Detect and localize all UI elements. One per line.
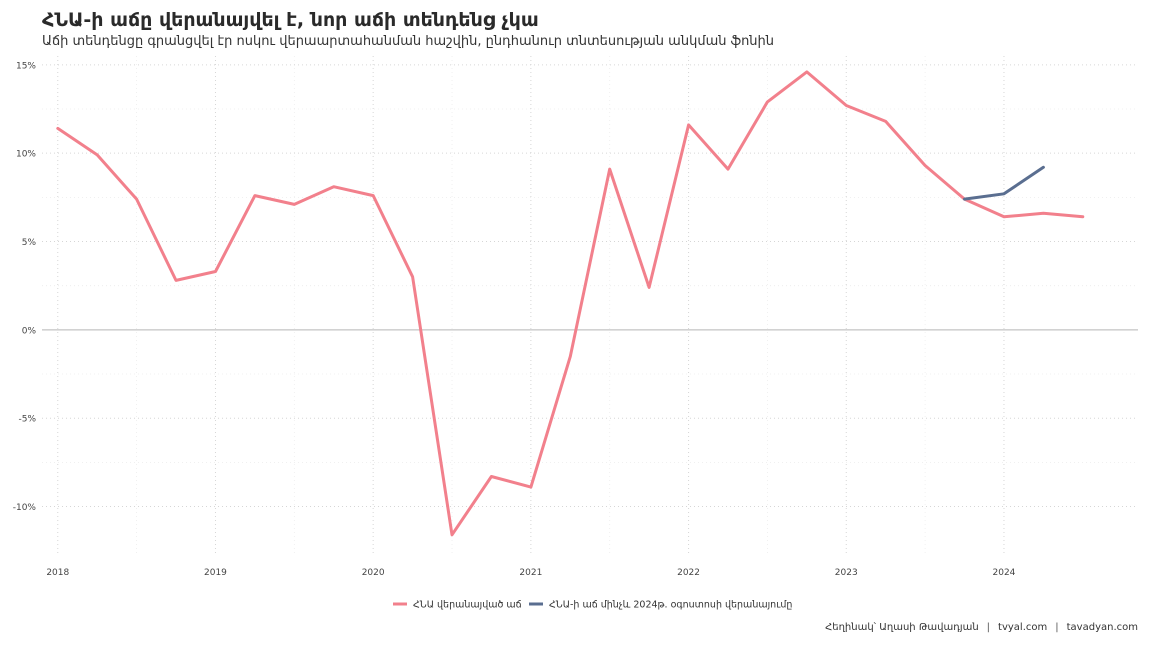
chart-subtitle: Աճի տենդենցը գրանցվել էր ոսկու վերաարտահ… [42,34,775,49]
caption-source: Հեղինակ՝ Աղասի Թավադյան [825,622,979,633]
legend-item-pre-revision-gdp-label: ՀՆԱ-ի աճ մինչև 2024թ. օգոստոսի վերանայու… [549,600,792,611]
y-tick-label: 5% [22,238,37,248]
y-tick-label: -5% [18,415,36,425]
x-tick-label: 2020 [362,568,385,578]
chart-title: ՀՆԱ-ի աճը վերանայվել է, նոր աճի տենդենց … [42,9,539,31]
y-tick-label: 0% [22,326,37,336]
x-tick-label: 2018 [46,568,69,578]
caption-site-tavadyan: tavadyan.com [1066,622,1138,633]
y-tick-label: -10% [13,503,37,513]
x-tick-label: 2024 [993,568,1016,578]
caption-separator: | [1055,622,1059,633]
x-tick-label: 2022 [677,568,700,578]
caption-separator: | [986,622,991,633]
series-line-revised-gdp [56,70,1085,537]
chart-caption: Հեղինակ՝ Աղասի Թավադյան | tvyal.com | tavady… [825,622,1138,633]
series-line-pre-revision-gdp [963,165,1045,201]
caption-site-tvyal: tvyal.com [998,622,1048,633]
y-tick-label: 10% [16,150,36,160]
x-tick-label: 2021 [519,568,542,578]
y-tick-label: 15% [16,61,36,71]
x-tick-label: 2023 [835,568,858,578]
legend-item-revised-gdp-label: ՀՆԱ վերանայված աճ [413,600,522,611]
x-tick-label: 2019 [204,568,227,578]
